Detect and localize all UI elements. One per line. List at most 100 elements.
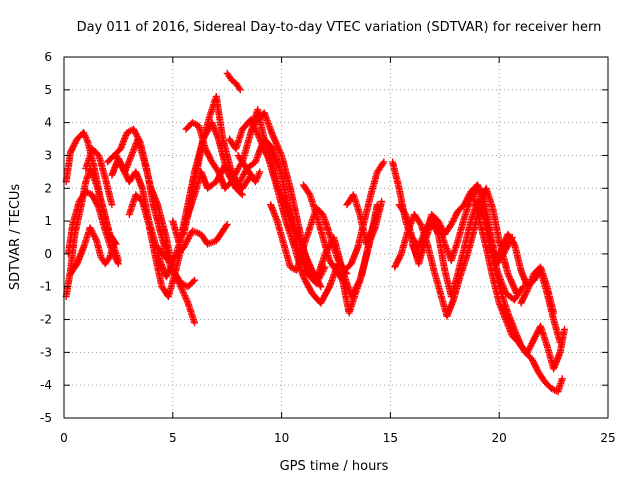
data-point (416, 219, 424, 227)
data-point (90, 231, 98, 239)
series-track-16 (223, 69, 244, 94)
data-point (524, 348, 531, 356)
data-point (462, 198, 470, 206)
series-track-27 (484, 234, 568, 373)
series-track-12 (180, 92, 264, 238)
data-point (304, 282, 312, 290)
plot-frame (63, 56, 609, 419)
data-point (323, 287, 331, 295)
data-point (401, 209, 409, 217)
data-point (478, 190, 486, 198)
data-point (92, 235, 100, 243)
data-point (238, 174, 246, 181)
data-point (81, 132, 89, 140)
data-point (68, 145, 76, 153)
data-point (72, 138, 80, 146)
data-point (105, 255, 113, 263)
data-point (237, 177, 244, 184)
data-point (322, 290, 329, 298)
y-tick-label: 2 (44, 181, 52, 195)
data-point (255, 170, 263, 177)
data-point (269, 132, 277, 140)
data-point (307, 286, 314, 294)
data-point (212, 178, 220, 186)
data-point (191, 319, 199, 327)
x-axis-label: GPS time / hours (280, 459, 389, 474)
data-point (191, 276, 199, 284)
data-point (506, 274, 514, 282)
data-point (178, 286, 186, 293)
data-point (236, 178, 244, 186)
series-track-23 (391, 184, 521, 320)
data-point (116, 159, 124, 167)
data-point (190, 120, 198, 127)
data-point (273, 141, 281, 149)
data-point (300, 274, 308, 282)
data-point (510, 283, 518, 291)
data-point (179, 289, 187, 296)
data-point (181, 292, 189, 300)
data-points (62, 69, 568, 396)
data-point (306, 285, 314, 293)
data-point (189, 278, 197, 285)
data-point (206, 154, 214, 162)
data-point (518, 284, 526, 292)
y-tick-label: -2 (40, 313, 52, 327)
data-point (497, 248, 505, 256)
data-point (303, 280, 311, 288)
data-point (299, 273, 307, 281)
data-point (504, 270, 512, 278)
data-point (274, 142, 282, 150)
x-tick-label: 5 (169, 431, 177, 445)
data-point (236, 86, 244, 94)
data-point (185, 233, 193, 241)
chart-title: Day 011 of 2016, Sidereal Day-to-day VTE… (77, 20, 602, 35)
data-point (83, 137, 91, 145)
x-tick-label: 0 (60, 431, 68, 445)
axis-ticks (63, 56, 609, 419)
data-point (251, 123, 258, 131)
data-point (449, 218, 457, 225)
data-point (232, 169, 240, 177)
data-point (317, 283, 325, 291)
data-point (180, 290, 188, 298)
data-point (320, 293, 328, 301)
data-point (305, 189, 313, 197)
data-point (110, 240, 118, 248)
data-point (94, 203, 102, 210)
data-point (479, 193, 487, 201)
tick-labels: 0 5 10 15 20 25 -5 -4 -3 -2 -1 0 1 2 3 4 5 6 (40, 50, 616, 445)
data-point (378, 197, 386, 205)
data-point (324, 286, 332, 294)
data-point (235, 180, 243, 187)
data-point (237, 175, 245, 183)
data-point (550, 309, 558, 317)
data-point (376, 204, 383, 212)
data-point (533, 365, 541, 373)
data-point (252, 178, 259, 186)
plot-frame-group (63, 56, 609, 419)
data-point (114, 258, 122, 266)
y-tick-label: 3 (44, 148, 52, 162)
data-point (168, 261, 176, 269)
data-point (318, 296, 326, 304)
data-point (80, 129, 88, 136)
y-tick-label: 5 (44, 83, 52, 97)
data-point (238, 191, 246, 199)
data-point (277, 150, 285, 158)
data-point (511, 285, 519, 293)
series-track-5 (82, 145, 116, 209)
data-point (523, 288, 531, 295)
data-point (247, 115, 255, 123)
data-point (556, 339, 564, 346)
y-tick-label: -1 (40, 280, 52, 294)
data-point (183, 237, 191, 245)
series-track-29 (517, 263, 558, 317)
data-point (182, 239, 190, 247)
data-point (82, 188, 90, 196)
data-point (223, 220, 231, 228)
data-point (474, 182, 482, 190)
data-point (505, 273, 513, 281)
data-point (235, 84, 243, 92)
